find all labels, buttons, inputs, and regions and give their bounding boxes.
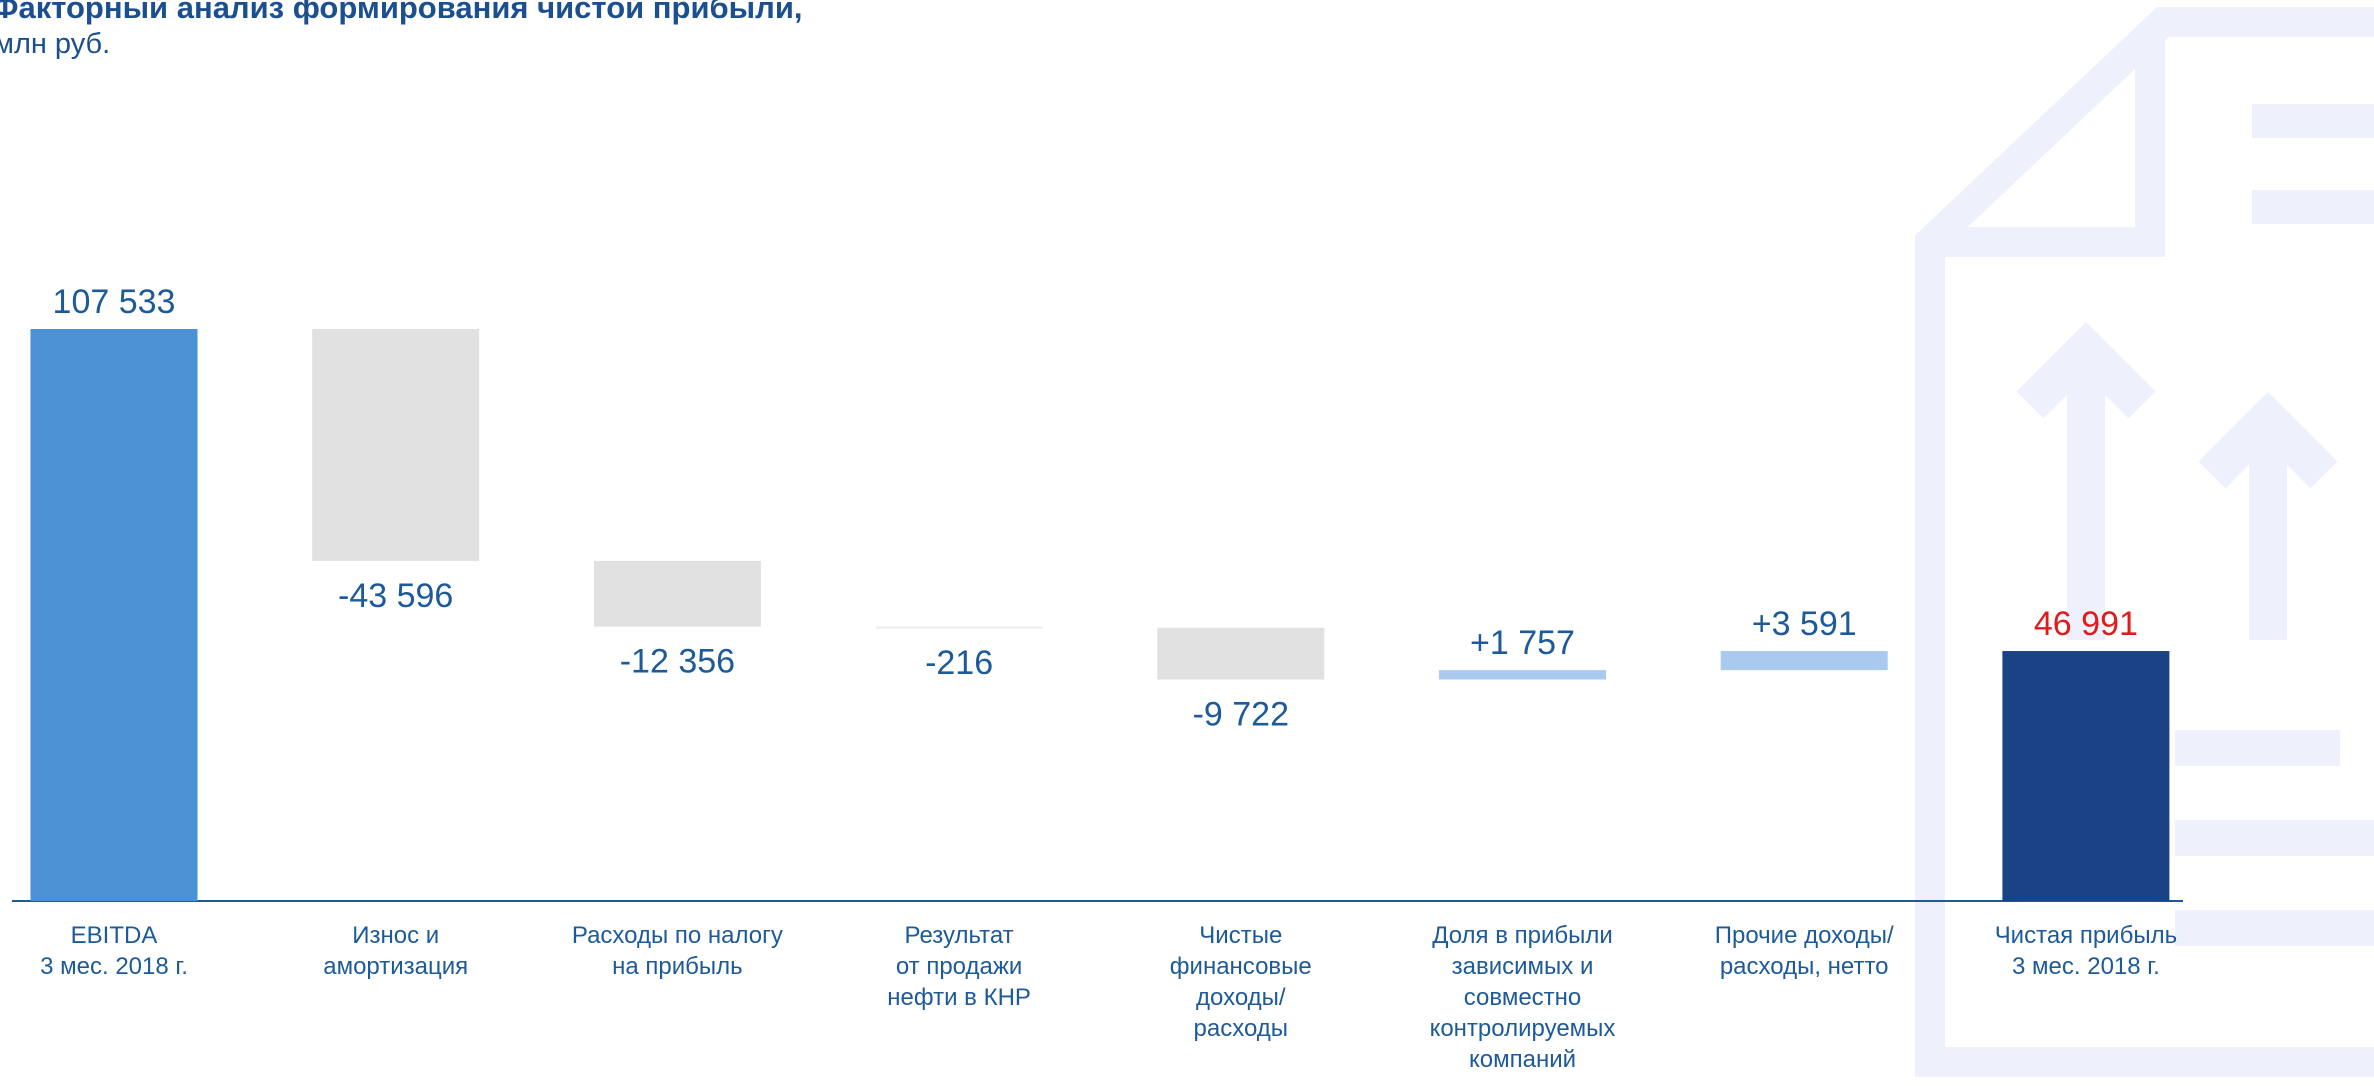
x-tick-label: Прочие доходы/ расходы, нетто: [1714, 922, 1894, 980]
background-icon: [1915, 7, 2374, 1077]
value-label: +1 757: [1470, 624, 1575, 662]
value-label: +3 591: [1752, 605, 1857, 643]
chart-subtitle: млн руб.: [0, 28, 111, 60]
x-tick-label: Расходы по налогу на прибыль: [571, 922, 783, 980]
bar: [30, 329, 198, 901]
bar: [2002, 651, 2170, 901]
value-label: 107 533: [53, 283, 176, 321]
value-label: -9 722: [1193, 695, 1289, 733]
background-bars: [2175, 104, 2374, 946]
value-label: 46 991: [2034, 605, 2138, 643]
x-tick-label: Износ и амортизация: [323, 922, 469, 980]
bar: [875, 626, 1043, 629]
bar: [1439, 670, 1606, 680]
bar: [593, 560, 761, 627]
x-tick-label: EBITDA 3 мес. 2018 г.: [40, 922, 188, 980]
x-tick-label: Результат от продажи нефти в КНР: [887, 922, 1031, 1011]
value-label: -43 596: [338, 577, 453, 615]
bar: [312, 329, 480, 561]
x-tick-label: Доля в прибыли зависимых и совместно кон…: [1429, 922, 1616, 1073]
bar: [1720, 651, 1888, 671]
value-label: -216: [925, 644, 993, 682]
x-tick-label: Чистая прибыль 3 мес. 2018 г.: [1994, 922, 2178, 980]
chart-title: Факторный анализ формирования чистой при…: [0, 0, 803, 25]
bar: [1157, 627, 1325, 680]
value-label: -12 356: [620, 643, 735, 681]
x-tick-label: Чистые финансовые доходы/ расходы: [1169, 922, 1312, 1042]
